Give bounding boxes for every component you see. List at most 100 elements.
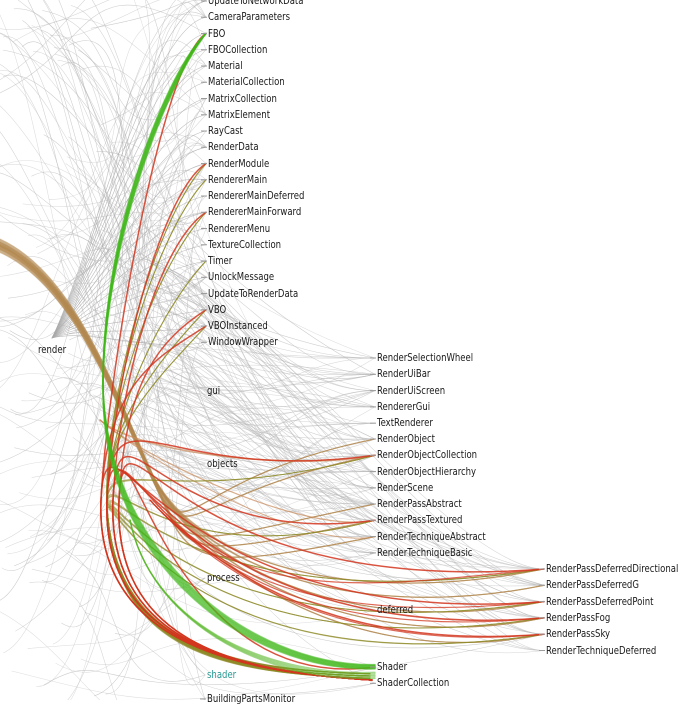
node-renderer-menu[interactable]: RendererMenu <box>208 221 271 235</box>
node-texture-collection[interactable]: TextureCollection <box>208 237 282 251</box>
node-building-parts-monitor[interactable]: BuildingPartsMonitor <box>207 692 296 705</box>
node-renderer-gui[interactable]: RendererGui <box>377 399 431 413</box>
node-matrix-collection[interactable]: MatrixCollection <box>208 91 277 105</box>
node-objects[interactable]: objects <box>207 457 238 470</box>
render-fan-edge <box>51 228 207 339</box>
dependency-edge <box>163 338 376 537</box>
node-render-selection-wheel[interactable]: RenderSelectionWheel <box>377 351 474 364</box>
node-deferred[interactable]: deferred <box>377 603 414 616</box>
node-update-to-network-data[interactable]: UpdateToNetworkData <box>208 0 304 7</box>
dependency-edge <box>121 406 376 554</box>
node-render-pass-abstract[interactable]: RenderPassAbstract <box>377 497 462 510</box>
render-fan-edge <box>51 195 207 339</box>
dependency-edge <box>157 251 376 375</box>
label-ticks <box>200 0 545 700</box>
node-render-pass-deferred-point[interactable]: RenderPassDeferredPoint <box>546 594 654 608</box>
node-render-technique-abstract[interactable]: RenderTechniqueAbstract <box>377 529 486 543</box>
dependency-edge <box>0 105 545 586</box>
render-fan-edge <box>51 211 207 339</box>
dependency-edge <box>50 234 545 586</box>
dependency-edge <box>153 450 376 521</box>
dependency-edge <box>90 1 207 29</box>
dependency-edge <box>156 389 376 554</box>
dependency-edge <box>166 353 376 521</box>
node-renderer-main-deferred[interactable]: RendererMainDeferred <box>208 189 305 202</box>
node-render-technique-basic[interactable]: RenderTechniqueBasic <box>377 545 473 559</box>
dependency-edge <box>152 455 376 490</box>
green-edge <box>129 519 376 680</box>
node-render-pass-deferred-g[interactable]: RenderPassDeferredG <box>546 578 639 592</box>
dependency-edge <box>56 471 376 575</box>
node-render-object-hierarchy[interactable]: RenderObjectHierarchy <box>377 464 477 478</box>
render-fan-edge <box>51 335 207 346</box>
node-shader-collection[interactable]: ShaderCollection <box>377 676 450 690</box>
node-vbo[interactable]: VBO <box>208 302 227 316</box>
dependency-edge <box>78 12 207 608</box>
dependency-edge <box>27 0 206 579</box>
node-render-ui-screen[interactable]: RenderUiScreen <box>377 383 446 397</box>
dependency-edge <box>138 357 376 395</box>
dependency-edge <box>27 211 207 564</box>
dependency-edge <box>28 530 376 624</box>
node-ray-cast[interactable]: RayCast <box>208 124 243 137</box>
olive-edge <box>106 502 545 675</box>
dependency-edge <box>96 151 376 441</box>
dependency-edge <box>80 638 376 668</box>
node-render-data[interactable]: RenderData <box>208 140 259 154</box>
dependency-edge <box>37 0 207 255</box>
node-render-technique-deferred[interactable]: RenderTechniqueDeferred <box>546 643 657 657</box>
dependency-edge <box>0 228 207 277</box>
highlight-edge <box>149 499 545 638</box>
dependency-edge <box>143 422 376 511</box>
dependency-edge <box>14 447 376 505</box>
node-render-ui-bar[interactable]: RenderUiBar <box>377 367 431 381</box>
node-material-collection[interactable]: MaterialCollection <box>208 75 285 89</box>
render-fan-edge <box>51 325 207 339</box>
node-shader[interactable]: shader <box>207 668 237 681</box>
node-renderer-main-forward[interactable]: RendererMainForward <box>208 205 302 219</box>
node-render[interactable]: render <box>38 343 67 356</box>
node-render-object[interactable]: RenderObject <box>377 432 435 445</box>
node-render-object-collection[interactable]: RenderObjectCollection <box>377 448 478 462</box>
dependency-edge <box>142 0 207 301</box>
dependency-edge <box>84 612 376 695</box>
node-update-to-render-data[interactable]: UpdateToRenderData <box>208 286 299 300</box>
node-render-pass-deferred-directional[interactable]: RenderPassDeferredDirectional <box>546 562 679 575</box>
dependency-edge <box>0 293 207 343</box>
node-fbo[interactable]: FBO <box>208 26 226 40</box>
dependency-edge <box>171 449 545 651</box>
dependency-edge <box>29 581 206 705</box>
dependency-edge <box>49 142 207 416</box>
node-render-pass-sky[interactable]: RenderPassSky <box>546 627 611 641</box>
node-matrix-element[interactable]: MatrixElement <box>208 107 271 121</box>
dependency-edge <box>0 504 545 619</box>
node-renderer-main[interactable]: RendererMain <box>208 172 268 186</box>
node-shader[interactable]: Shader <box>377 660 408 673</box>
dependency-edge <box>125 274 545 602</box>
node-fbocollection[interactable]: FBOCollection <box>208 42 268 56</box>
node-unlock-message[interactable]: UnlockMessage <box>208 270 275 284</box>
dependency-edge <box>3 0 207 654</box>
node-process[interactable]: process <box>207 571 240 584</box>
node-render-pass-textured[interactable]: RenderPassTextured <box>377 513 463 527</box>
node-camera-parameters[interactable]: CameraParameters <box>208 10 291 24</box>
node-text-renderer[interactable]: TextRenderer <box>377 416 433 430</box>
dependency-edge <box>136 257 545 651</box>
dependency-edge <box>155 399 376 440</box>
node-timer[interactable]: Timer <box>208 254 233 267</box>
node-render-pass-fog[interactable]: RenderPassFog <box>546 610 611 624</box>
dependency-edge <box>161 267 376 440</box>
node-vboinstanced[interactable]: VBOInstanced <box>208 319 268 332</box>
dependency-edge <box>177 399 376 428</box>
node-render-scene[interactable]: RenderScene <box>377 480 434 494</box>
dependency-edge <box>158 339 376 521</box>
node-render-module[interactable]: RenderModule <box>208 156 270 170</box>
node-window-wrapper[interactable]: WindowWrapper <box>208 335 278 349</box>
dependency-edge <box>91 0 376 440</box>
node-material[interactable]: Material <box>208 59 243 72</box>
dependency-edge <box>166 310 376 375</box>
dependency-edge <box>140 452 545 586</box>
node-gui[interactable]: gui <box>207 384 221 397</box>
dependency-edge <box>43 633 545 686</box>
